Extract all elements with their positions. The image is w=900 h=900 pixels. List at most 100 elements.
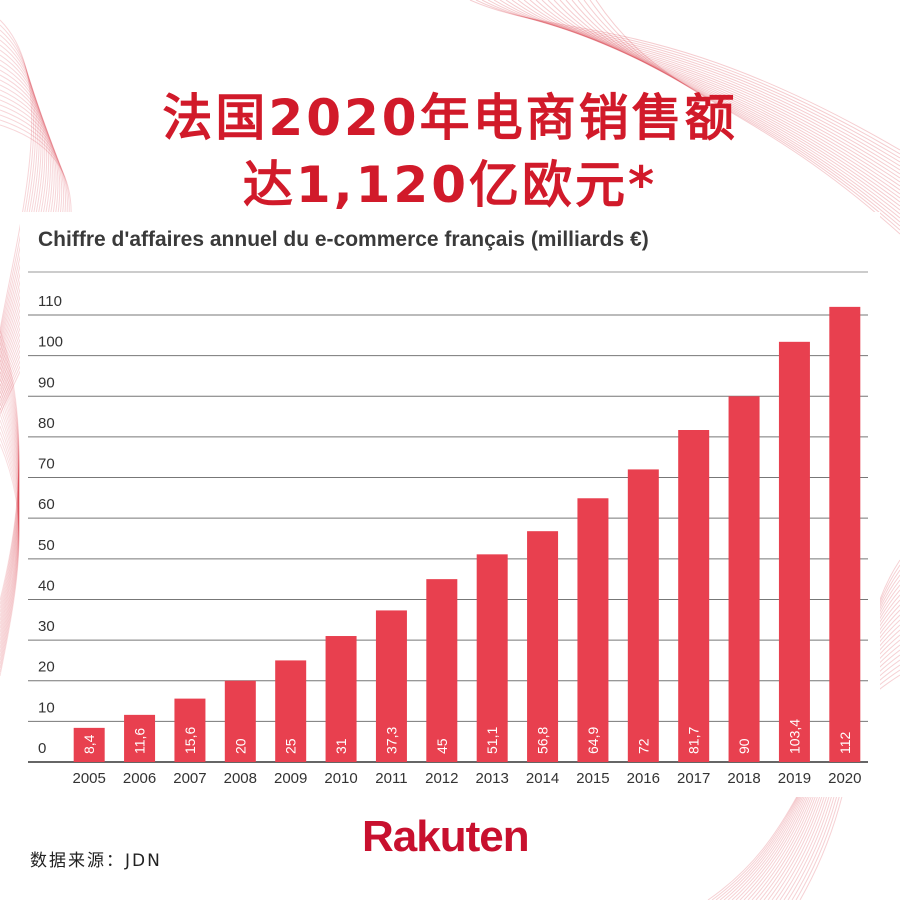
bar-value-label: 51,1	[484, 727, 500, 754]
bar-value-label: 90	[736, 738, 752, 754]
bar-value-label: 103,4	[786, 719, 802, 754]
decor-wave-line	[0, 431, 20, 669]
decor-wave-line	[481, 0, 900, 159]
decor-wave-line	[0, 329, 20, 601]
decor-wave-line	[0, 29, 36, 339]
bar-2016	[627, 469, 659, 762]
y-tick-label: 90	[38, 374, 55, 391]
decor-wave-line	[487, 0, 900, 163]
decor-wave-line	[595, 0, 900, 235]
x-tick-label: 2007	[173, 770, 206, 787]
x-tick-label: 2018	[727, 770, 760, 787]
decor-wave-line	[0, 341, 20, 609]
headline-line-1: 法国2020年电商销售额	[162, 89, 738, 147]
bar-2020	[829, 306, 861, 762]
decor-wave-line	[523, 0, 900, 187]
y-tick-label: 50	[38, 537, 55, 554]
x-tick-label: 2020	[828, 770, 861, 787]
decor-wave-line	[571, 0, 900, 219]
decor-wave-line	[553, 0, 900, 207]
decor-wave-line	[0, 39, 40, 347]
y-tick-label: 110	[38, 293, 62, 310]
x-tick-label: 2014	[526, 770, 559, 787]
bar-value-label: 20	[232, 738, 248, 754]
x-tick-label: 2019	[778, 770, 811, 787]
bar-2010	[325, 636, 357, 762]
decor-wave-line	[583, 0, 900, 227]
x-tick-label: 2016	[627, 770, 660, 787]
x-tick-label: 2006	[123, 770, 156, 787]
bar-2007	[174, 698, 206, 762]
x-tick-label: 2010	[324, 770, 357, 787]
bar-2014	[527, 531, 559, 762]
y-tick-label: 40	[38, 577, 55, 594]
bar-value-label: 64,9	[585, 727, 601, 754]
decor-wave-line	[547, 0, 900, 203]
y-tick-label: 10	[38, 699, 55, 716]
bar-value-label: 72	[635, 738, 651, 754]
decor-wave-line	[0, 89, 59, 387]
decor-wave-line	[0, 371, 20, 629]
x-tick-label: 2017	[677, 770, 710, 787]
decor-wave-line	[589, 0, 900, 231]
bar-value-label: 8,4	[81, 734, 97, 754]
decor-wave-line	[577, 0, 900, 223]
y-tick-label: 30	[38, 618, 55, 635]
bar-2011	[375, 610, 407, 762]
bar-value-label: 15,6	[182, 727, 198, 754]
decor-wave-line	[529, 0, 900, 191]
x-tick-label: 2005	[73, 770, 106, 787]
decor-wave-line	[0, 377, 20, 633]
decor-wave-line	[499, 0, 900, 171]
bar-value-label: 31	[333, 738, 349, 754]
y-tick-label: 80	[38, 415, 55, 432]
chart-title: Chiffre d'affaires annuel du e-commerce …	[38, 228, 649, 251]
data-source-note: 数据来源：JDN	[30, 851, 162, 871]
decor-wave-line	[0, 59, 48, 363]
x-tick-label: 2008	[224, 770, 257, 787]
x-tick-label: 2015	[576, 770, 609, 787]
x-axis-ticks: 2005 2006 2007 2008 2009 2010 2011 2012 2013 2014…	[73, 770, 862, 787]
x-tick-label: 2012	[425, 770, 458, 787]
bar-2019	[778, 341, 810, 762]
decor-wave-line	[493, 0, 900, 167]
decor-wave-line	[0, 437, 20, 673]
bar-2012	[426, 579, 458, 762]
bar-2005	[73, 727, 105, 762]
decor-wave-line	[0, 84, 57, 383]
bar-2009	[275, 660, 307, 762]
decor-wave-line	[0, 19, 33, 331]
decor-wave-line	[0, 74, 53, 375]
decor-wave-line	[0, 395, 20, 645]
decor-wave-line	[469, 0, 900, 151]
decor-wave-line	[0, 49, 44, 355]
decor-wave-line	[0, 54, 46, 359]
bar-value-label: 11,6	[132, 728, 148, 754]
decor-wave-line	[0, 353, 20, 617]
bar-value-label: 112	[837, 731, 853, 754]
decor-wave-line	[0, 419, 20, 661]
decor-wave-line	[0, 407, 20, 653]
bar-2018	[728, 396, 760, 762]
bar-2013	[476, 554, 508, 762]
x-tick-label: 2009	[274, 770, 307, 787]
decor-wave-line	[0, 389, 20, 641]
decor-wave-line	[0, 347, 20, 613]
bar-value-label: 45	[434, 738, 450, 754]
decor-wave-line	[475, 0, 900, 155]
bar-value-label: 37,3	[383, 727, 399, 754]
decor-wave-line	[511, 0, 900, 179]
bar-value-label: 81,7	[686, 727, 702, 754]
decor-wave-line	[0, 365, 20, 625]
decor-wave-line	[0, 34, 38, 343]
decor-wave-line	[0, 383, 20, 637]
decor-wave-line	[0, 24, 34, 335]
decor-wave-line	[0, 359, 20, 621]
x-tick-label: 2011	[375, 770, 407, 787]
bar-2017	[678, 430, 710, 762]
bar-2006	[124, 714, 156, 762]
decor-wave-line	[0, 79, 55, 379]
decor-wave-line	[0, 69, 51, 371]
bar-value-label: 56,8	[535, 727, 551, 754]
